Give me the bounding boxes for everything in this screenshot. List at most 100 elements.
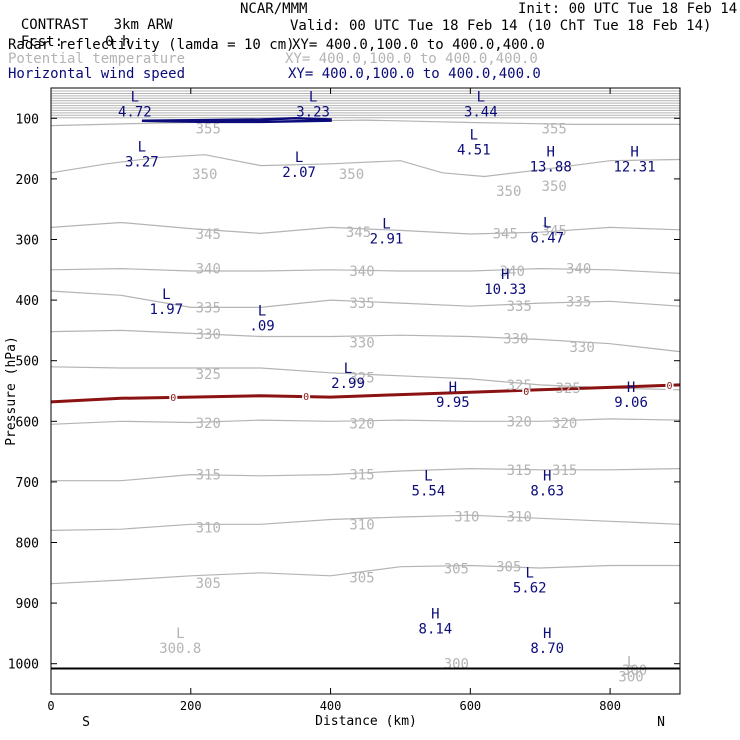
theta-label-315: 315	[552, 463, 577, 479]
theta-contour-310	[51, 514, 680, 531]
upper-theta-bands	[51, 90, 680, 119]
theta-contour-345	[51, 221, 680, 235]
extremum-L: L	[477, 89, 485, 105]
theta-extremum-value: 300	[618, 670, 643, 686]
extremum-value: 9.06	[614, 395, 648, 411]
freezing-label: 0	[170, 393, 176, 404]
freezing-label: 0	[303, 392, 309, 403]
extremum-H: H	[630, 144, 638, 160]
extremum-H: H	[501, 267, 509, 283]
freezing-label-bg	[169, 391, 178, 403]
org-label: NCAR/MMM	[240, 1, 308, 17]
y-tick-label: 300	[16, 234, 39, 249]
extremum-value: 2.91	[370, 232, 404, 248]
project-label: CONTRAST 3km ARW	[20, 17, 173, 33]
y-tick-label: 500	[16, 355, 39, 370]
plot-frame	[50, 87, 681, 695]
extremum-value: 5.62	[513, 581, 547, 597]
x-tick-label: 0	[47, 699, 54, 713]
extremum-value: .09	[249, 318, 274, 334]
y-tick-label: 900	[16, 597, 39, 612]
y-tick-label: 1000	[8, 658, 39, 673]
theta-label-300: 300	[622, 663, 647, 679]
y-tick-label: 600	[16, 415, 39, 430]
theta-contour-340	[51, 267, 680, 274]
theta-label-345: 345	[346, 225, 371, 241]
theta-label-340: 340	[349, 264, 374, 280]
fcst-label: Fcst: 0 h	[20, 34, 131, 50]
extremum-value: 4.51	[457, 143, 491, 159]
theta-label-350: 350	[542, 179, 567, 195]
theta-label-320: 320	[552, 416, 577, 432]
theta-contour-315	[51, 467, 680, 482]
theta-label-340: 340	[196, 262, 221, 278]
theta-label-320: 320	[507, 414, 532, 430]
extremum-value: 6.47	[530, 230, 564, 246]
theta-contour-330	[51, 329, 680, 353]
field-wind-label: Horizontal wind speed	[8, 66, 186, 82]
y-tick-label: 400	[16, 294, 39, 309]
freezing-label-bg	[665, 378, 674, 390]
y-tick-label: 800	[16, 537, 39, 552]
x-tick-label: 600	[459, 699, 481, 713]
extremum-L: L	[382, 217, 390, 233]
theta-label-315: 315	[196, 468, 221, 484]
freezing-label: 0	[523, 387, 529, 398]
wind-contours	[141, 117, 332, 124]
freezing-label-bg	[522, 385, 531, 396]
extremum-H: H	[449, 380, 457, 396]
theta-label-305: 305	[444, 562, 469, 578]
extremum-H: H	[543, 626, 551, 642]
theta-label-325: 325	[196, 367, 221, 383]
extremum-L: L	[138, 140, 146, 156]
theta-extremum-value: 300.8	[159, 641, 201, 657]
extremum-H: H	[543, 469, 551, 485]
theta-label-335: 335	[349, 296, 374, 312]
extremum-value: 9.95	[436, 395, 470, 411]
theta-label-330: 330	[196, 327, 221, 343]
extremum-L: L	[526, 566, 534, 582]
x-tick-label: 400	[320, 699, 342, 713]
extremum-value: 5.54	[412, 484, 446, 500]
extremum-value: 4.72	[118, 104, 152, 120]
freezing-level-line	[51, 383, 680, 404]
extremum-L: L	[470, 128, 478, 144]
theta-label-355: 355	[542, 122, 567, 138]
extremum-L: L	[309, 89, 317, 105]
theta-label-340: 340	[566, 262, 591, 278]
theta-contour-335	[51, 290, 680, 308]
extremum-value: 3.23	[296, 104, 330, 120]
y-tick-label: 100	[16, 112, 39, 127]
axes: 100 200 300 400 500 600 700 800 900 1000 0 200 400 60…	[8, 87, 681, 713]
theta-label-310: 310	[196, 520, 221, 536]
extremum-value: 8.70	[530, 641, 564, 657]
theta-label-340: 340	[500, 264, 525, 280]
theta-label-350: 350	[496, 184, 521, 200]
x-axis-label: Distance (km)	[315, 714, 417, 729]
extremum-value: 10.33	[484, 282, 526, 298]
contour-labels: 355 355 350 350 350 350 345 345 345 345 340 340 340 3…	[170, 122, 672, 679]
theta-label-320: 320	[349, 417, 374, 433]
y-tick-label: 700	[16, 476, 39, 491]
extremum-value: 8.14	[419, 621, 453, 637]
extremum-value: 1.97	[149, 302, 183, 318]
theta-label-335: 335	[566, 294, 591, 310]
freezing-label-bg	[302, 389, 311, 401]
theta-contour-355	[51, 119, 680, 127]
field-theta-xy: XY= 400.0,100.0 to 400.0,400.0	[285, 51, 538, 67]
y-tick-label: 200	[16, 173, 39, 188]
theta-label-325: 325	[349, 371, 374, 387]
extremum-L: L	[162, 287, 170, 303]
theta-label-345: 345	[542, 223, 567, 239]
theta-extremum-L: L	[176, 626, 184, 642]
theta-label-310: 310	[454, 509, 479, 525]
theta-contour-305	[51, 564, 680, 585]
theta-label-345: 345	[493, 226, 518, 242]
extremum-value: 2.07	[282, 165, 316, 181]
theta-label-335: 335	[507, 299, 532, 315]
theta-label-315: 315	[507, 463, 532, 479]
theta-label-330: 330	[349, 336, 374, 352]
freezing-label: 0	[667, 381, 673, 392]
